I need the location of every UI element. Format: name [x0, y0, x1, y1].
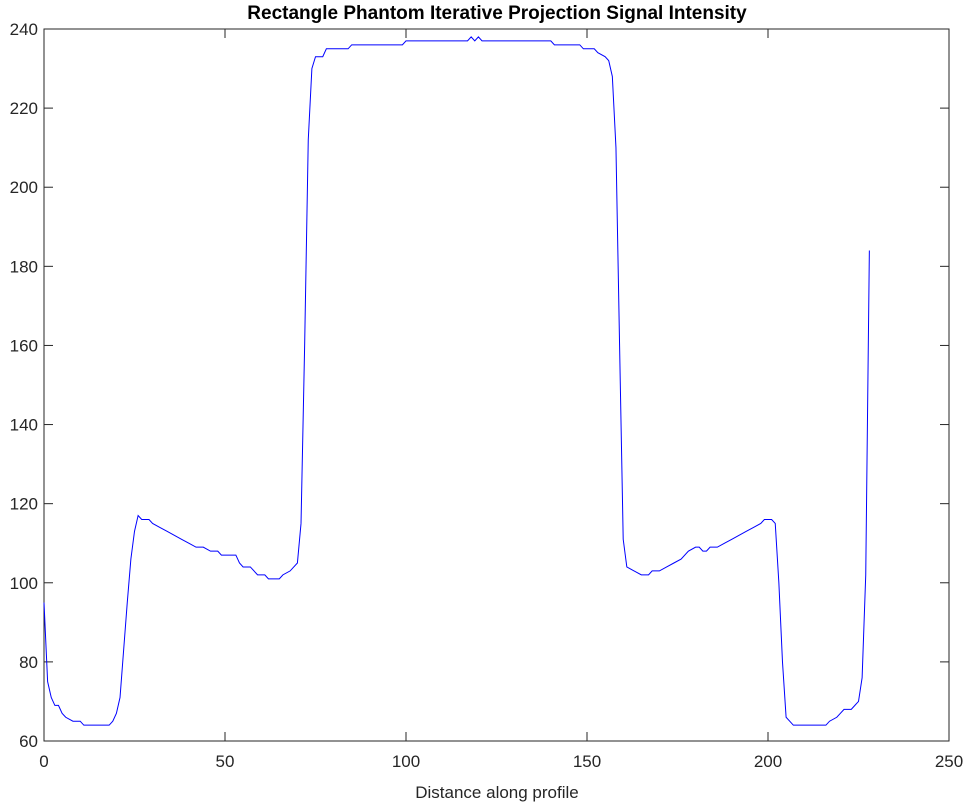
x-tick-label: 250	[935, 752, 963, 771]
y-tick-label: 180	[10, 257, 38, 276]
y-tick-label: 160	[10, 336, 38, 355]
y-tick-label: 100	[10, 574, 38, 593]
y-tick-label: 200	[10, 178, 38, 197]
y-tick-label: 120	[10, 495, 38, 514]
chart-title: Rectangle Phantom Iterative Projection S…	[247, 3, 747, 24]
x-tick-label: 0	[39, 752, 48, 771]
x-axis-label: Distance along profile	[415, 783, 578, 802]
x-tick-label: 100	[392, 752, 420, 771]
y-tick-label: 140	[10, 416, 38, 435]
data-line	[43, 36, 870, 726]
plot-area	[43, 28, 950, 742]
x-tick-label: 50	[216, 752, 235, 771]
y-tick-label: 220	[10, 99, 38, 118]
x-tick-label: 150	[573, 752, 601, 771]
y-tick-label: 60	[19, 732, 38, 751]
x-tick-label: 200	[754, 752, 782, 771]
y-tick-label: 80	[19, 653, 38, 672]
y-tick-label: 240	[10, 20, 38, 39]
